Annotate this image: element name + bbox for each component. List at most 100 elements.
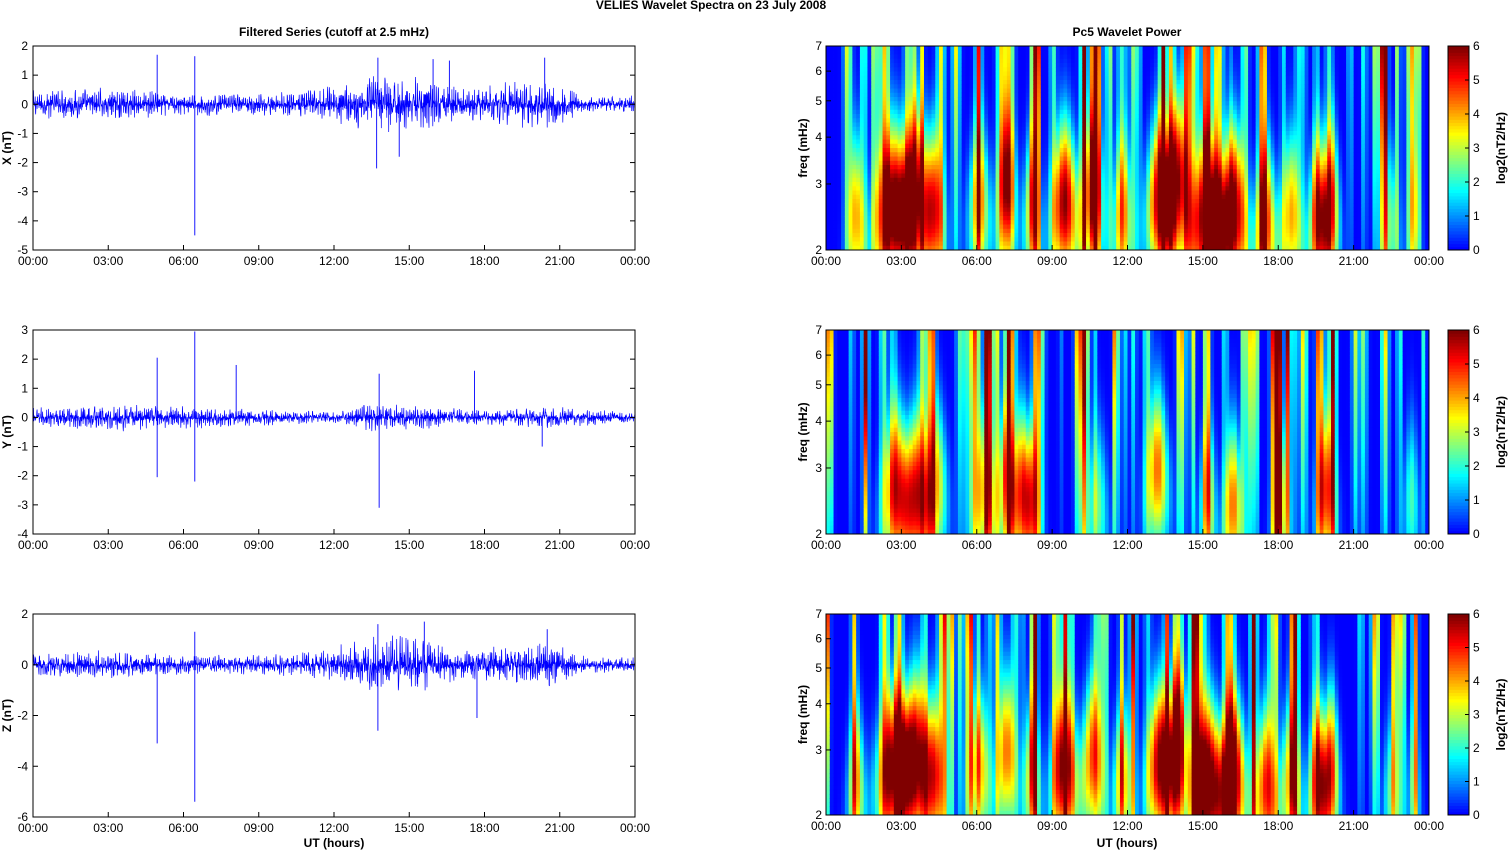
heatmap-cell bbox=[1176, 216, 1181, 221]
heatmap-cell bbox=[1168, 165, 1174, 170]
heatmap-cell bbox=[1161, 165, 1166, 170]
heatmap-cell bbox=[1033, 63, 1038, 68]
heatmap-cell bbox=[1135, 139, 1140, 145]
heatmap-cell bbox=[1048, 114, 1053, 119]
heatmap-cell bbox=[912, 211, 917, 217]
heatmap-cell bbox=[1104, 92, 1110, 98]
heatmap-cell bbox=[920, 63, 925, 68]
heatmap-cell bbox=[856, 190, 861, 196]
heatmap-cell bbox=[1033, 118, 1038, 123]
heatmap-cell bbox=[1165, 80, 1170, 85]
heatmap-cell bbox=[1086, 126, 1091, 132]
heatmap-cell bbox=[961, 233, 966, 238]
heatmap-cell bbox=[1123, 67, 1128, 72]
heatmap-cell bbox=[874, 109, 880, 115]
heatmap-cell bbox=[841, 233, 846, 238]
heatmap-cell bbox=[972, 148, 978, 153]
heatmap-cell bbox=[1025, 177, 1030, 183]
heatmap-cell bbox=[1093, 46, 1098, 51]
heatmap-cell bbox=[946, 63, 951, 68]
heatmap-cell bbox=[984, 71, 989, 77]
heatmap-cell bbox=[863, 228, 868, 234]
heatmap-cell bbox=[897, 92, 902, 98]
heatmap-cell bbox=[826, 97, 831, 102]
heatmap-cell bbox=[893, 207, 899, 213]
heatmap-cell bbox=[950, 148, 955, 153]
heatmap-cell bbox=[1010, 58, 1015, 64]
heatmap-cell bbox=[897, 211, 902, 217]
heatmap-cell bbox=[1180, 97, 1185, 102]
heatmap-cell bbox=[1074, 186, 1079, 191]
heatmap-cell bbox=[1161, 220, 1166, 225]
heatmap-cell bbox=[976, 126, 981, 132]
heatmap-cell bbox=[1104, 233, 1110, 238]
heatmap-cell bbox=[957, 118, 963, 123]
heatmap-cell bbox=[893, 152, 899, 157]
heatmap-cell bbox=[1104, 228, 1110, 234]
heatmap-cell bbox=[1108, 190, 1113, 196]
heatmap-cell bbox=[856, 84, 861, 89]
heatmap-cell bbox=[852, 80, 857, 85]
heatmap-cell bbox=[1014, 245, 1019, 251]
heatmap-cell bbox=[1157, 228, 1162, 234]
heatmap-cell bbox=[946, 71, 951, 77]
heatmap-cell bbox=[1010, 92, 1015, 98]
heatmap-cell bbox=[859, 152, 865, 157]
heatmap-cell bbox=[1048, 211, 1053, 217]
heatmap-cell bbox=[1025, 228, 1030, 234]
heatmap-cell bbox=[1191, 207, 1196, 213]
heatmap-cell bbox=[1018, 160, 1023, 166]
heatmap-cell bbox=[916, 75, 921, 81]
heatmap-cell bbox=[1082, 241, 1087, 247]
heatmap-cell bbox=[1165, 233, 1170, 238]
heatmap-cell bbox=[927, 46, 932, 51]
heatmap-cell bbox=[961, 63, 966, 68]
heatmap-cell bbox=[927, 131, 932, 136]
heatmap-cell bbox=[833, 156, 838, 162]
heatmap-cell bbox=[999, 135, 1004, 140]
heatmap-cell bbox=[1048, 156, 1053, 162]
heatmap-cell bbox=[991, 143, 996, 149]
heatmap-cell bbox=[931, 211, 936, 217]
heatmap-cell bbox=[991, 165, 996, 170]
heatmap-cell bbox=[1184, 58, 1189, 64]
heatmap-cell bbox=[1108, 80, 1113, 85]
heatmap-cell bbox=[859, 114, 865, 119]
heatmap-cell bbox=[1040, 143, 1045, 149]
heatmap-cell bbox=[954, 190, 959, 196]
heatmap-cell bbox=[1021, 207, 1027, 213]
heatmap-cell bbox=[1052, 58, 1057, 64]
heatmap-cell bbox=[848, 224, 853, 230]
heatmap-cell bbox=[893, 245, 899, 251]
heatmap-cell bbox=[1078, 71, 1083, 77]
heatmap-cell bbox=[912, 190, 917, 196]
heatmap-cell bbox=[897, 114, 902, 119]
heatmap-cell bbox=[1138, 169, 1143, 174]
heatmap-cell bbox=[1093, 71, 1098, 77]
heatmap-cell bbox=[1172, 207, 1177, 213]
heatmap-cell bbox=[1108, 101, 1113, 106]
heatmap-cell bbox=[1153, 139, 1159, 145]
heatmap-cell bbox=[1040, 216, 1045, 221]
heatmap-cell bbox=[1070, 135, 1076, 140]
heatmap-cell bbox=[844, 173, 850, 179]
heatmap-cell bbox=[965, 139, 970, 145]
heatmap-cell bbox=[1165, 199, 1170, 204]
heatmap-cell bbox=[1131, 169, 1136, 174]
heatmap-cell bbox=[1078, 46, 1083, 51]
heatmap-cell bbox=[995, 177, 1000, 183]
heatmap-cell bbox=[976, 186, 981, 191]
heatmap-cell bbox=[961, 228, 966, 234]
heatmap-cell bbox=[1101, 182, 1106, 187]
heatmap-cell bbox=[878, 207, 883, 213]
heatmap-cell bbox=[1093, 207, 1098, 213]
heatmap-cell bbox=[976, 211, 981, 217]
heatmap-cell bbox=[1180, 177, 1185, 183]
heatmap-cell bbox=[1063, 216, 1068, 221]
heatmap-cell bbox=[1161, 67, 1166, 72]
heatmap-cell bbox=[931, 54, 936, 60]
heatmap-cell bbox=[1119, 173, 1125, 179]
heatmap-cell bbox=[856, 160, 861, 166]
heatmap-cell bbox=[1059, 50, 1064, 55]
heatmap-cell bbox=[1055, 84, 1061, 89]
